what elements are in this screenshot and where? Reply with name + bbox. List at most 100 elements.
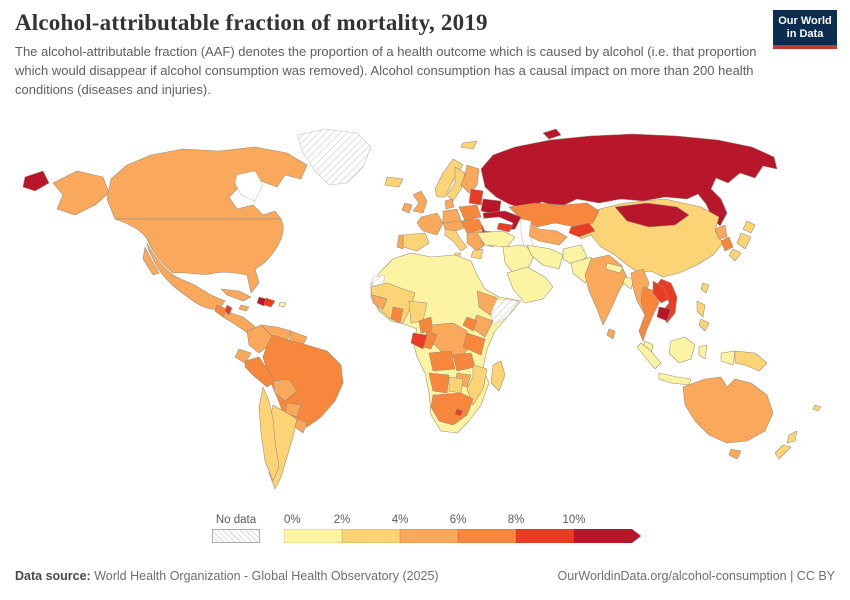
country-russia-chukotka[interactable] <box>22 170 50 192</box>
country-mongolia[interactable] <box>614 202 690 228</box>
country-mexico-baja[interactable] <box>142 246 160 276</box>
country-laos[interactable] <box>652 280 670 304</box>
country-dr-congo[interactable] <box>430 322 470 360</box>
country-belize[interactable] <box>224 304 233 316</box>
data-source-text: World Health Organization - Global Healt… <box>90 569 439 583</box>
owid-license-link[interactable]: OurWorldinData.org/alcohol-consumption |… <box>557 569 835 583</box>
country-finland[interactable] <box>460 164 480 194</box>
country-puerto-rico[interactable] <box>278 301 287 308</box>
country-uruguay[interactable] <box>294 418 308 434</box>
country-gabon[interactable] <box>410 332 428 350</box>
country-kazakhstan[interactable] <box>508 202 600 228</box>
legend-bin-6-8[interactable] <box>458 529 516 543</box>
country-greece[interactable] <box>470 248 484 260</box>
country-poland[interactable] <box>458 204 482 222</box>
country-turkey[interactable] <box>476 230 516 248</box>
country-spain[interactable] <box>402 232 430 252</box>
country-japan-kyushu[interactable] <box>728 248 742 262</box>
country-bolivia[interactable] <box>272 378 298 402</box>
chart-title: Alcohol-attributable fraction of mortali… <box>15 10 488 35</box>
country-iceland[interactable] <box>384 176 404 188</box>
country-chile[interactable] <box>258 386 280 482</box>
legend-tick-2: 2% <box>333 514 351 526</box>
country-tanzania[interactable] <box>462 332 486 356</box>
country-peru[interactable] <box>244 356 276 388</box>
legend-bin-4-6[interactable] <box>400 529 458 543</box>
country-taiwan[interactable] <box>700 282 710 294</box>
country-india[interactable] <box>584 254 628 326</box>
country-jamaica[interactable] <box>238 304 250 312</box>
country-canada[interactable] <box>106 146 308 220</box>
country-madagascar[interactable] <box>490 360 506 392</box>
country-lesotho[interactable] <box>454 408 464 417</box>
country-south-korea[interactable] <box>720 236 734 252</box>
country-guatemala[interactable] <box>214 304 228 318</box>
country-mexico[interactable] <box>146 242 226 310</box>
country-portugal[interactable] <box>396 234 404 250</box>
country-australia[interactable] <box>682 376 774 444</box>
country-somalia[interactable] <box>490 298 520 326</box>
legend-bin-2-4[interactable] <box>342 529 400 543</box>
legend-no-data-group[interactable]: No data <box>212 514 260 543</box>
country-denmark[interactable] <box>444 198 455 210</box>
region-arabian-peninsula[interactable] <box>506 266 554 304</box>
country-indonesia-sumatra[interactable] <box>636 342 662 370</box>
country-australia-tasmania[interactable] <box>728 448 742 460</box>
country-cuba[interactable] <box>220 288 252 302</box>
country-sri-lanka[interactable] <box>606 328 616 340</box>
country-nepal[interactable] <box>605 262 624 274</box>
country-japan-honshu[interactable] <box>736 232 752 250</box>
country-russia[interactable] <box>480 133 778 227</box>
owid-logo[interactable]: Our World in Data <box>773 10 837 50</box>
country-fiji[interactable] <box>812 404 822 412</box>
legend-no-data-swatch[interactable] <box>212 529 260 543</box>
country-indonesia-sulawesi[interactable] <box>698 344 708 360</box>
region-baltics[interactable] <box>468 188 484 206</box>
country-philippines-mindanao[interactable] <box>698 318 710 332</box>
country-usa[interactable] <box>114 218 284 294</box>
country-haiti[interactable] <box>256 296 267 307</box>
region-caucasus[interactable] <box>496 222 514 233</box>
legend-bin-8-10[interactable] <box>516 529 574 543</box>
country-mozambique[interactable] <box>466 364 488 406</box>
country-japan[interactable] <box>742 220 756 234</box>
country-paraguay[interactable] <box>284 402 302 418</box>
country-china[interactable] <box>574 198 724 278</box>
legend-no-data-label: No data <box>215 514 257 526</box>
country-guinea[interactable] <box>372 294 388 310</box>
country-france[interactable] <box>416 212 444 236</box>
world-map <box>15 125 835 510</box>
country-kyrgyzstan[interactable] <box>568 222 596 238</box>
country-russia-novaya-zemlya[interactable] <box>542 128 562 140</box>
region-central-europe[interactable] <box>442 220 468 232</box>
country-new-zealand-south[interactable] <box>774 444 792 460</box>
country-angola[interactable] <box>428 350 456 372</box>
country-botswana[interactable] <box>448 376 464 394</box>
data-source-label: Data source: <box>15 569 91 583</box>
country-ireland[interactable] <box>401 202 413 214</box>
country-south-africa[interactable] <box>430 392 474 426</box>
country-north-korea[interactable] <box>714 224 728 240</box>
country-namibia[interactable] <box>428 372 450 394</box>
country-ghana[interactable] <box>390 306 404 324</box>
country-indonesia-java[interactable] <box>658 372 692 386</box>
legend-bin-0-2[interactable] <box>284 529 342 543</box>
legend-tick-10: 10% <box>562 514 586 526</box>
country-philippines[interactable] <box>696 300 706 318</box>
country-iran[interactable] <box>526 244 564 270</box>
country-indonesia-borneo[interactable] <box>668 336 696 364</box>
owid-logo-line1: Our World <box>778 15 832 27</box>
legend-bin-10-plus[interactable] <box>574 529 641 543</box>
country-sweden[interactable] <box>446 166 466 202</box>
country-bangladesh[interactable] <box>622 276 635 290</box>
country-uk[interactable] <box>412 190 428 214</box>
country-indonesia-westpapua[interactable] <box>720 350 736 366</box>
country-cambodia[interactable] <box>656 306 672 322</box>
region-svalbard[interactable] <box>460 140 478 150</box>
country-usa-alaska[interactable] <box>52 170 110 216</box>
country-greenland[interactable] <box>296 128 372 186</box>
country-dominican-republic[interactable] <box>263 297 276 308</box>
country-uganda[interactable] <box>462 316 478 332</box>
country-papua-new-guinea[interactable] <box>734 350 768 372</box>
country-new-zealand-north[interactable] <box>786 430 798 444</box>
